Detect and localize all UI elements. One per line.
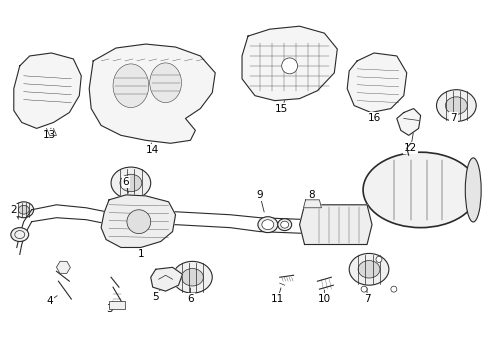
Ellipse shape — [445, 97, 467, 114]
Text: 6: 6 — [187, 288, 194, 304]
Text: 6: 6 — [122, 177, 129, 193]
Polygon shape — [14, 53, 81, 129]
Circle shape — [391, 286, 397, 292]
Circle shape — [361, 286, 367, 292]
Text: 7: 7 — [450, 113, 457, 123]
Ellipse shape — [278, 219, 292, 231]
Polygon shape — [242, 26, 337, 100]
Polygon shape — [303, 200, 321, 208]
Ellipse shape — [258, 217, 278, 233]
Polygon shape — [101, 195, 175, 247]
Text: 11: 11 — [271, 288, 284, 304]
Ellipse shape — [281, 221, 289, 228]
Text: 12: 12 — [404, 133, 417, 153]
Text: 7: 7 — [364, 288, 370, 304]
Ellipse shape — [113, 64, 149, 108]
Ellipse shape — [18, 206, 29, 214]
Text: 9: 9 — [257, 190, 264, 212]
Polygon shape — [299, 205, 372, 244]
Text: 13: 13 — [43, 128, 56, 140]
Ellipse shape — [11, 228, 29, 242]
Polygon shape — [397, 109, 420, 135]
Ellipse shape — [120, 174, 142, 192]
Text: 5: 5 — [152, 289, 161, 302]
Bar — [109, 301, 125, 309]
Ellipse shape — [172, 261, 212, 293]
Ellipse shape — [262, 220, 274, 230]
Ellipse shape — [358, 261, 380, 278]
Ellipse shape — [466, 158, 481, 222]
Text: 14: 14 — [146, 143, 159, 155]
Ellipse shape — [363, 152, 478, 228]
Text: 10: 10 — [318, 290, 331, 304]
Text: 2: 2 — [10, 205, 19, 219]
Text: 15: 15 — [275, 100, 288, 113]
Ellipse shape — [150, 63, 181, 103]
Ellipse shape — [14, 202, 34, 218]
Ellipse shape — [181, 269, 203, 286]
Ellipse shape — [349, 253, 389, 285]
Polygon shape — [347, 53, 407, 113]
Circle shape — [376, 256, 382, 262]
Polygon shape — [89, 44, 215, 143]
Text: 3: 3 — [106, 301, 113, 314]
Circle shape — [282, 58, 297, 74]
Text: 16: 16 — [368, 111, 381, 123]
Ellipse shape — [437, 90, 476, 121]
Text: 1: 1 — [138, 246, 144, 260]
Polygon shape — [151, 267, 182, 291]
Ellipse shape — [111, 167, 151, 199]
Circle shape — [127, 210, 151, 234]
Text: 8: 8 — [308, 190, 315, 202]
Text: 4: 4 — [46, 296, 57, 306]
